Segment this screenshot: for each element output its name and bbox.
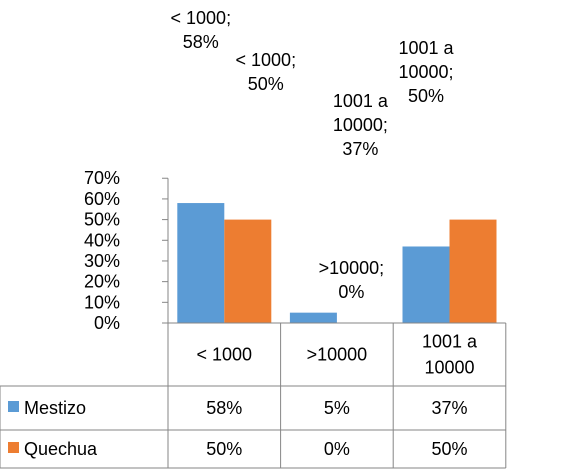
category-label: >10000: [307, 345, 368, 365]
y-tick-label: 40%: [84, 230, 120, 250]
bar-mestizo-3: [402, 246, 450, 323]
category-label: < 1000: [197, 345, 253, 365]
bar-mestizo-2: [289, 312, 337, 323]
data-label: < 1000; 50%: [236, 50, 297, 94]
y-tick-label: 0%: [94, 313, 120, 333]
data-table: < 1000 >10000 1001 a 10000 Mestizo 58% 5% 37% Qu…: [0, 322, 507, 469]
legend-label-mestizo: Mestizo: [24, 398, 86, 418]
y-tick-label: 10%: [84, 292, 120, 312]
data-label: < 1000; 58%: [171, 8, 232, 52]
y-tick-label: 70%: [84, 168, 120, 188]
table-value: 5%: [324, 398, 350, 418]
bar-quechua-3: [449, 219, 497, 323]
legend-key-quechua: [8, 442, 19, 453]
y-tick-label: 60%: [84, 189, 120, 209]
y-tick-label: 50%: [84, 210, 120, 230]
legend-key-mestizo: [8, 401, 19, 412]
y-tick-label: 30%: [84, 251, 120, 271]
table-value: 37%: [431, 398, 467, 418]
data-label: 1001 a 10000; 50%: [398, 38, 454, 106]
category-label: 1001 a 10000: [422, 332, 478, 378]
table-value: 0%: [324, 439, 350, 459]
y-tick-label: 20%: [84, 272, 120, 292]
legend-label-quechua: Quechua: [24, 439, 98, 459]
table-value: 50%: [431, 439, 467, 459]
data-label: >10000; 0%: [319, 258, 385, 302]
y-axis: 0%10%20%30%40%50%60%70%: [84, 168, 169, 333]
bars: [177, 203, 497, 323]
data-label: 1001 a 10000; 37%: [333, 91, 389, 159]
bar-mestizo-1: [177, 203, 225, 323]
table-value: 58%: [206, 398, 242, 418]
table-value: 50%: [206, 439, 242, 459]
data-labels: < 1000; 58%< 1000; 50% >10000; 0% 1001 a 10000…: [171, 8, 455, 302]
bar-quechua-1: [224, 219, 272, 323]
